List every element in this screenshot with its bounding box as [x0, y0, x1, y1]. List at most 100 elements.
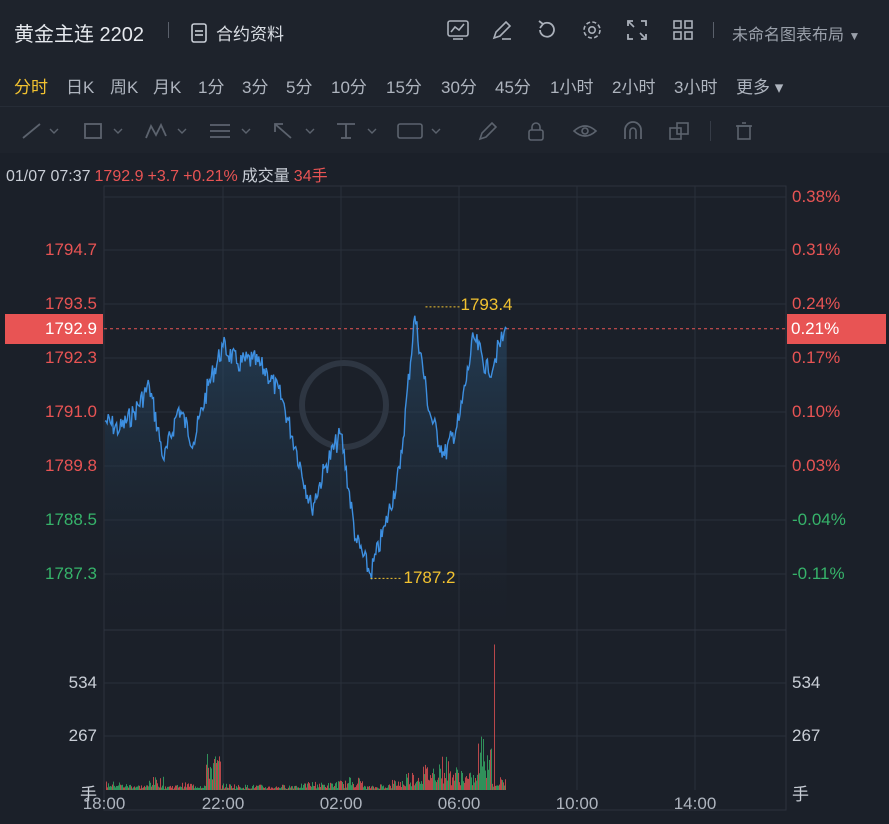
volume-bar-187 — [293, 788, 294, 790]
volume-bar-88 — [194, 788, 195, 790]
volume-bar-264 — [370, 788, 371, 790]
tab-0[interactable]: 分时 — [14, 78, 48, 97]
volume-bar-104 — [210, 766, 211, 790]
tab-11[interactable]: 1小时 — [550, 78, 594, 97]
plot-frame — [103, 185, 787, 811]
price-label-tool-icon[interactable] — [396, 121, 444, 141]
tab-5[interactable]: 3分 — [242, 78, 269, 97]
volume-bar-371 — [477, 774, 478, 790]
brush-icon[interactable] — [476, 121, 500, 141]
volume-bar-381 — [487, 755, 488, 790]
volume-bar-350 — [456, 767, 457, 790]
volume-bar-369 — [475, 777, 476, 790]
layers-icon[interactable] — [668, 121, 692, 141]
volume-bar-184 — [290, 787, 291, 790]
volume-bar-15 — [121, 785, 122, 790]
volume-bar-47 — [153, 777, 154, 790]
volume-bar-208 — [314, 786, 315, 790]
x-tick-0: 18:00 — [82, 794, 126, 813]
volume-bar-10 — [116, 786, 117, 790]
fib-tool-icon[interactable] — [208, 121, 254, 141]
volume-bar-268 — [374, 788, 375, 790]
volume-bar-134 — [240, 787, 241, 790]
volume-bar-5 — [111, 786, 112, 790]
tab-14[interactable]: 更多 ▾ — [736, 78, 784, 97]
tab-8[interactable]: 15分 — [386, 78, 422, 97]
volume-bar-174 — [280, 788, 281, 790]
divider — [713, 22, 714, 38]
rectangle-tool-icon[interactable] — [82, 121, 126, 141]
volume-bar-171 — [277, 787, 278, 790]
tab-13[interactable]: 3小时 — [674, 78, 718, 97]
volume-tick-right-0: 534 — [792, 673, 821, 692]
tab-3[interactable]: 月K — [153, 78, 182, 97]
volume-bar-124 — [230, 784, 231, 790]
edit-icon[interactable] — [490, 18, 514, 42]
lock-icon[interactable] — [526, 121, 546, 141]
tab-4[interactable]: 1分 — [198, 78, 225, 97]
pct-tick-3: 0.17% — [792, 348, 841, 367]
quote-time: 01/07 07:37 — [6, 168, 91, 185]
pattern-tool-icon[interactable] — [144, 121, 190, 141]
volume-bar-95 — [201, 788, 202, 790]
symbol-title[interactable]: 黄金主连 2202 — [14, 24, 145, 46]
volume-bar-361 — [467, 778, 468, 790]
tab-6[interactable]: 5分 — [286, 78, 313, 97]
tab-12[interactable]: 2小时 — [612, 78, 656, 97]
volume-bar-98 — [204, 785, 205, 790]
tab-9[interactable]: 30分 — [441, 78, 477, 97]
volume-bar-297 — [403, 784, 404, 790]
tab-2[interactable]: 周K — [110, 78, 139, 97]
volume-label: 成交量 — [241, 168, 290, 185]
refresh-icon[interactable] — [535, 18, 559, 42]
chart-template-icon[interactable] — [446, 18, 470, 42]
volume-bar-199 — [305, 783, 306, 790]
volume-bar-195 — [301, 783, 302, 790]
gear-icon[interactable] — [580, 18, 604, 42]
contract-info-button[interactable]: 合约资料 — [190, 20, 284, 45]
volume-bar-120 — [226, 783, 227, 790]
tab-1[interactable]: 日K — [66, 78, 95, 97]
text-tool-icon[interactable] — [334, 121, 380, 141]
trash-icon[interactable] — [734, 121, 754, 141]
pct-tick-4: 0.10% — [792, 402, 841, 421]
tab-7[interactable]: 10分 — [331, 78, 367, 97]
volume-bar-353 — [459, 782, 460, 790]
volume-bar-139 — [245, 784, 246, 790]
eye-icon[interactable] — [572, 121, 598, 141]
volume-bar-85 — [191, 783, 192, 790]
current-pct-box: 0.21% — [787, 313, 886, 344]
volume-bar-156 — [262, 785, 263, 790]
volume-bar-75 — [181, 787, 182, 790]
volume-bar-240 — [346, 787, 347, 790]
volume-bar-211 — [317, 784, 318, 790]
volume-bar-24 — [130, 784, 131, 790]
volume-bar-13 — [119, 782, 120, 790]
volume-bar-50 — [156, 779, 157, 790]
volume-bar-168 — [274, 788, 275, 790]
volume-bar-188 — [294, 786, 295, 790]
grid-layout-icon[interactable] — [671, 18, 695, 42]
divider — [710, 121, 711, 141]
volume-bar-299 — [405, 786, 406, 790]
volume-bar-323 — [429, 780, 430, 790]
magnet-icon[interactable] — [622, 121, 644, 141]
volume-bar-71 — [177, 784, 178, 790]
arrow-tool-icon[interactable] — [272, 121, 318, 141]
price-tick-1: 1793.5 — [45, 294, 97, 313]
line-tool-icon[interactable] — [20, 121, 60, 141]
fullscreen-icon[interactable] — [625, 18, 649, 42]
volume-bar-99 — [205, 786, 206, 790]
volume-bar-210 — [316, 788, 317, 790]
volume-bar-181 — [287, 788, 288, 790]
volume-bar-172 — [278, 787, 279, 790]
layout-selector[interactable]: 未命名图表布局 ▼ — [732, 21, 860, 45]
volume-bar-56 — [162, 785, 163, 790]
volume-bar-359 — [465, 777, 466, 790]
tab-10[interactable]: 45分 — [495, 78, 531, 97]
caret-down-icon: ▼ — [848, 29, 861, 43]
volume-bar-335 — [441, 778, 442, 790]
volume-bar-245 — [351, 785, 352, 790]
volume-bar-296 — [402, 780, 403, 790]
